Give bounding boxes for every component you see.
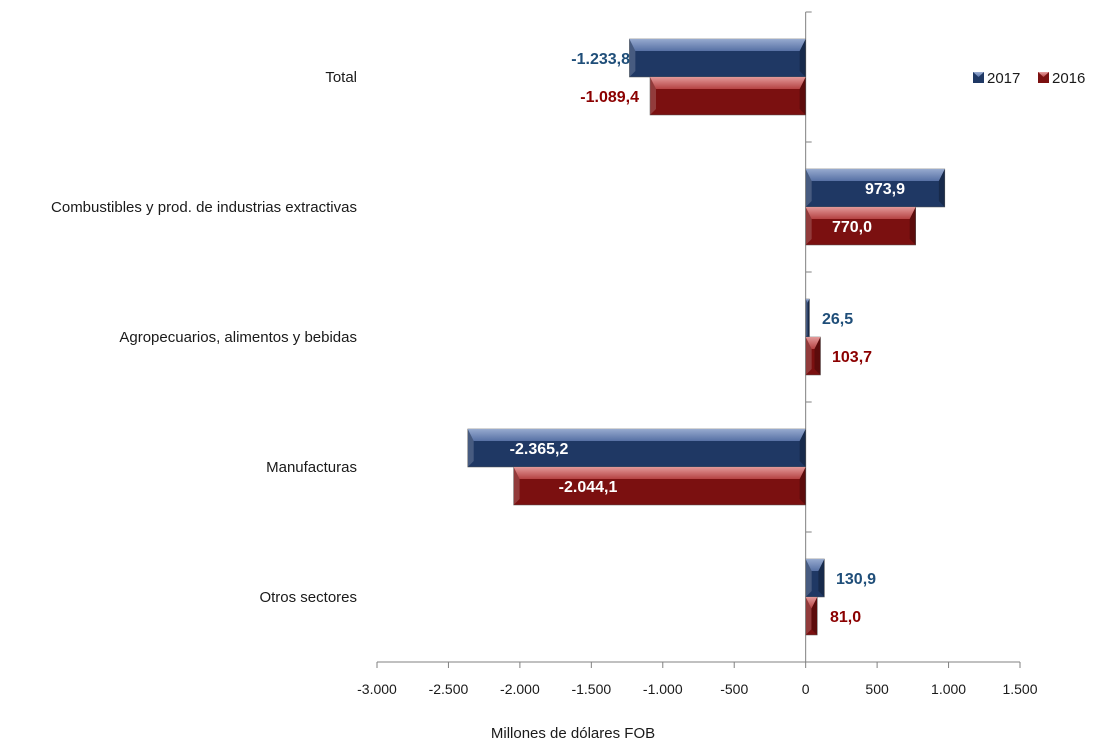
data-label-2016: 770,0 xyxy=(832,219,872,236)
x-tick-label: -2.000 xyxy=(500,681,540,697)
bar-2017 xyxy=(805,168,946,208)
labels-layer: -1.233,8 -1.089,4 973,9 770,0 26,5 103,7 -2.36… xyxy=(510,51,905,626)
x-tick-label: -2.500 xyxy=(429,681,469,697)
data-label-2017: 26,5 xyxy=(822,311,853,328)
bars-layer xyxy=(467,38,946,636)
legend-label: 2017 xyxy=(987,70,1020,87)
x-tick-label: 0 xyxy=(802,681,810,697)
bar-2017 xyxy=(467,428,806,468)
legend-swatch-bevel xyxy=(1038,72,1049,77)
axis-layer: -3.000 -2.500 -2.000 -1.500 -1.000 -500 0 500 1.… xyxy=(51,11,1038,697)
bar-2017 xyxy=(805,558,825,598)
bar-2016 xyxy=(805,596,818,636)
legend-item-2017: 2017 xyxy=(973,70,1020,87)
category-label: Manufacturas xyxy=(266,459,357,476)
data-label-2016: -1.089,4 xyxy=(580,89,639,106)
data-label-2016: 81,0 xyxy=(830,609,861,626)
bar-2017 xyxy=(629,38,806,78)
x-tick-label: -1.000 xyxy=(643,681,683,697)
legend-swatch xyxy=(1038,72,1049,83)
data-label-2017: -2.365,2 xyxy=(510,441,569,458)
legend-item-2016: 2016 xyxy=(1038,70,1085,87)
bar-2017 xyxy=(805,298,810,338)
bar-2016 xyxy=(513,466,806,506)
x-axis-title: Millones de dólares FOB xyxy=(491,725,655,742)
legend-label: 2016 xyxy=(1052,70,1085,87)
data-label-2016: 103,7 xyxy=(832,349,872,366)
data-label-2016: -2.044,1 xyxy=(559,479,618,496)
x-tick-label: 1.000 xyxy=(931,681,966,697)
x-tick-label: 500 xyxy=(865,681,889,697)
category-label: Agropecuarios, alimentos y bebidas xyxy=(119,329,357,346)
x-tick-label: -500 xyxy=(720,681,748,697)
bar-2016 xyxy=(805,206,916,246)
x-tick-label: 1.500 xyxy=(1002,681,1037,697)
category-label: Total xyxy=(325,69,357,86)
x-tick-label: -3.000 xyxy=(357,681,397,697)
data-label-2017: -1.233,8 xyxy=(571,51,630,68)
legend-swatch xyxy=(973,72,984,83)
category-label: Otros sectores xyxy=(259,589,357,606)
bar-2016 xyxy=(805,336,821,376)
x-tick-label: -1.500 xyxy=(571,681,611,697)
category-label: Combustibles y prod. de industrias extra… xyxy=(51,199,357,216)
legend-swatch-bevel xyxy=(973,72,984,77)
data-label-2017: 973,9 xyxy=(865,181,905,198)
data-label-2017: 130,9 xyxy=(836,571,876,588)
bar-2016 xyxy=(649,76,806,116)
legend: 2017 2016 xyxy=(973,70,1085,87)
